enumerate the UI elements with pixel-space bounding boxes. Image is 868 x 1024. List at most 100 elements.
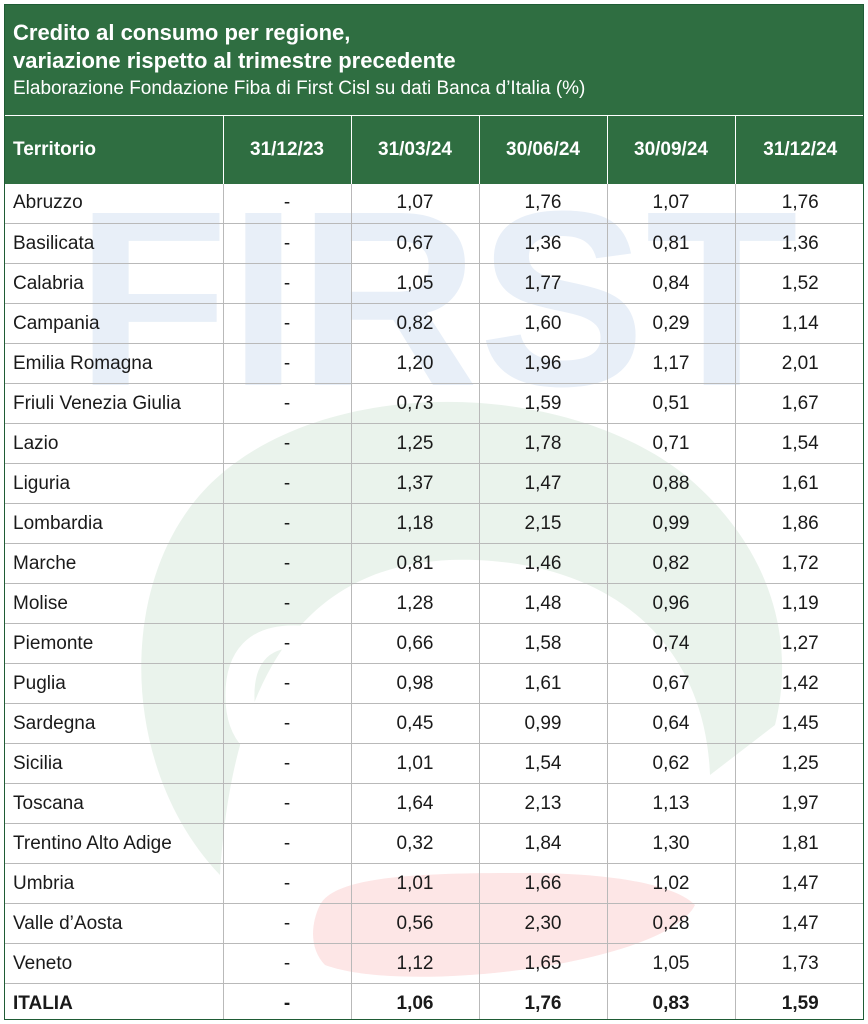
region-name-cell: Abruzzo <box>5 183 223 224</box>
value-cell: 1,36 <box>478 223 607 264</box>
value-cell: 1,65 <box>478 943 607 984</box>
value-cell: 2,30 <box>478 903 607 944</box>
region-name-cell: Lazio <box>5 423 223 464</box>
value-cell: 0,71 <box>606 423 735 464</box>
value-cell: - <box>222 623 351 664</box>
region-name-cell: Sicilia <box>5 743 223 784</box>
table-row: Veneto -1,12 1,65 1,05 1,73 <box>5 943 863 984</box>
table-row: Molise -1,28 1,48 0,96 1,19 <box>5 583 863 624</box>
value-cell: 1,76 <box>478 983 607 1019</box>
region-name-cell: Sardegna <box>5 703 223 744</box>
value-cell: 0,45 <box>350 703 479 744</box>
value-cell: 1,28 <box>350 583 479 624</box>
value-cell: 1,42 <box>734 663 863 704</box>
value-cell: - <box>222 743 351 784</box>
table-row: Lazio -1,25 1,78 0,71 1,54 <box>5 423 863 464</box>
value-cell: 1,45 <box>734 703 863 744</box>
value-cell: 1,52 <box>734 263 863 304</box>
value-cell: - <box>222 463 351 504</box>
value-cell: - <box>222 383 351 424</box>
table-row: Emilia Romagna -1,20 1,96 1,17 2,01 <box>5 343 863 384</box>
value-cell: 1,59 <box>734 983 863 1019</box>
table-row: Lombardia -1,18 2,15 0,99 1,86 <box>5 503 863 544</box>
table-row: Sardegna -0,45 0,99 0,64 1,45 <box>5 703 863 744</box>
value-cell: - <box>222 543 351 584</box>
table-frame: FIRST CISL Credito al consumo per region… <box>4 4 864 1020</box>
table-row: Liguria -1,37 1,47 0,88 1,61 <box>5 463 863 504</box>
table-body: Abruzzo -1,07 1,76 1,07 1,76 Basilicata -0,67 1… <box>5 183 863 1019</box>
value-cell: 1,86 <box>734 503 863 544</box>
value-cell: - <box>222 223 351 264</box>
column-header-territorio: Territorio <box>5 115 223 184</box>
value-cell: 0,62 <box>606 743 735 784</box>
value-cell: 0,64 <box>606 703 735 744</box>
region-name-cell: Toscana <box>5 783 223 824</box>
region-name-cell: Basilicata <box>5 223 223 264</box>
value-cell: 0,82 <box>606 543 735 584</box>
region-name-cell: Puglia <box>5 663 223 704</box>
value-cell: 1,47 <box>734 903 863 944</box>
value-cell: 0,96 <box>606 583 735 624</box>
value-cell: - <box>222 583 351 624</box>
region-name-cell: Marche <box>5 543 223 584</box>
value-cell: 1,07 <box>606 183 735 224</box>
value-cell: - <box>222 303 351 344</box>
value-cell: 1,36 <box>734 223 863 264</box>
value-cell: 1,13 <box>606 783 735 824</box>
value-cell: 1,67 <box>734 383 863 424</box>
value-cell: 1,96 <box>478 343 607 384</box>
value-cell: - <box>222 903 351 944</box>
value-cell: 0,73 <box>350 383 479 424</box>
value-cell: 0,51 <box>606 383 735 424</box>
value-cell: 1,47 <box>734 863 863 904</box>
value-cell: 1,37 <box>350 463 479 504</box>
value-cell: 1,25 <box>350 423 479 464</box>
value-cell: 0,32 <box>350 823 479 864</box>
region-name-cell: Molise <box>5 583 223 624</box>
table-row: Friuli Venezia Giulia -0,73 1,59 0,51 1,67 <box>5 383 863 424</box>
region-name-cell: Friuli Venezia Giulia <box>5 383 223 424</box>
table-row: Trentino Alto Adige -0,32 1,84 1,30 1,81 <box>5 823 863 864</box>
value-cell: 1,54 <box>478 743 607 784</box>
value-cell: - <box>222 703 351 744</box>
region-name-cell: Piemonte <box>5 623 223 664</box>
value-cell: - <box>222 183 351 224</box>
value-cell: 1,66 <box>478 863 607 904</box>
value-cell: 1,97 <box>734 783 863 824</box>
value-cell: 1,27 <box>734 623 863 664</box>
value-cell: - <box>222 943 351 984</box>
value-cell: 1,05 <box>606 943 735 984</box>
value-cell: 1,73 <box>734 943 863 984</box>
region-name-cell: Liguria <box>5 463 223 504</box>
value-cell: 1,81 <box>734 823 863 864</box>
value-cell: 1,59 <box>478 383 607 424</box>
value-cell: 1,06 <box>350 983 479 1019</box>
value-cell: 1,07 <box>350 183 479 224</box>
value-cell: 2,13 <box>478 783 607 824</box>
chart-title-line-1: Credito al consumo per regione, <box>13 20 351 45</box>
value-cell: 0,83 <box>606 983 735 1019</box>
table-header-row: Territorio 31/12/23 31/03/24 30/06/24 30/09/… <box>5 115 863 184</box>
value-cell: 1,58 <box>478 623 607 664</box>
value-cell: 0,81 <box>350 543 479 584</box>
value-cell: 0,88 <box>606 463 735 504</box>
value-cell: 1,19 <box>734 583 863 624</box>
region-name-cell: Trentino Alto Adige <box>5 823 223 864</box>
table-row: Marche -0,81 1,46 0,82 1,72 <box>5 543 863 584</box>
value-cell: 1,18 <box>350 503 479 544</box>
region-name-cell: Umbria <box>5 863 223 904</box>
table-row: Abruzzo -1,07 1,76 1,07 1,76 <box>5 183 863 224</box>
table-row: Calabria -1,05 1,77 0,84 1,52 <box>5 263 863 304</box>
value-cell: 0,99 <box>478 703 607 744</box>
value-cell: 0,28 <box>606 903 735 944</box>
value-cell: - <box>222 343 351 384</box>
value-cell: 1,05 <box>350 263 479 304</box>
value-cell: 1,76 <box>478 183 607 224</box>
value-cell: 1,77 <box>478 263 607 304</box>
value-cell: 1,48 <box>478 583 607 624</box>
region-name-cell: ITALIA <box>13 992 73 1014</box>
region-name-cell: Calabria <box>5 263 223 304</box>
table-row: Umbria -1,01 1,66 1,02 1,47 <box>5 863 863 904</box>
value-cell: 0,67 <box>606 663 735 704</box>
value-cell: 1,02 <box>606 863 735 904</box>
